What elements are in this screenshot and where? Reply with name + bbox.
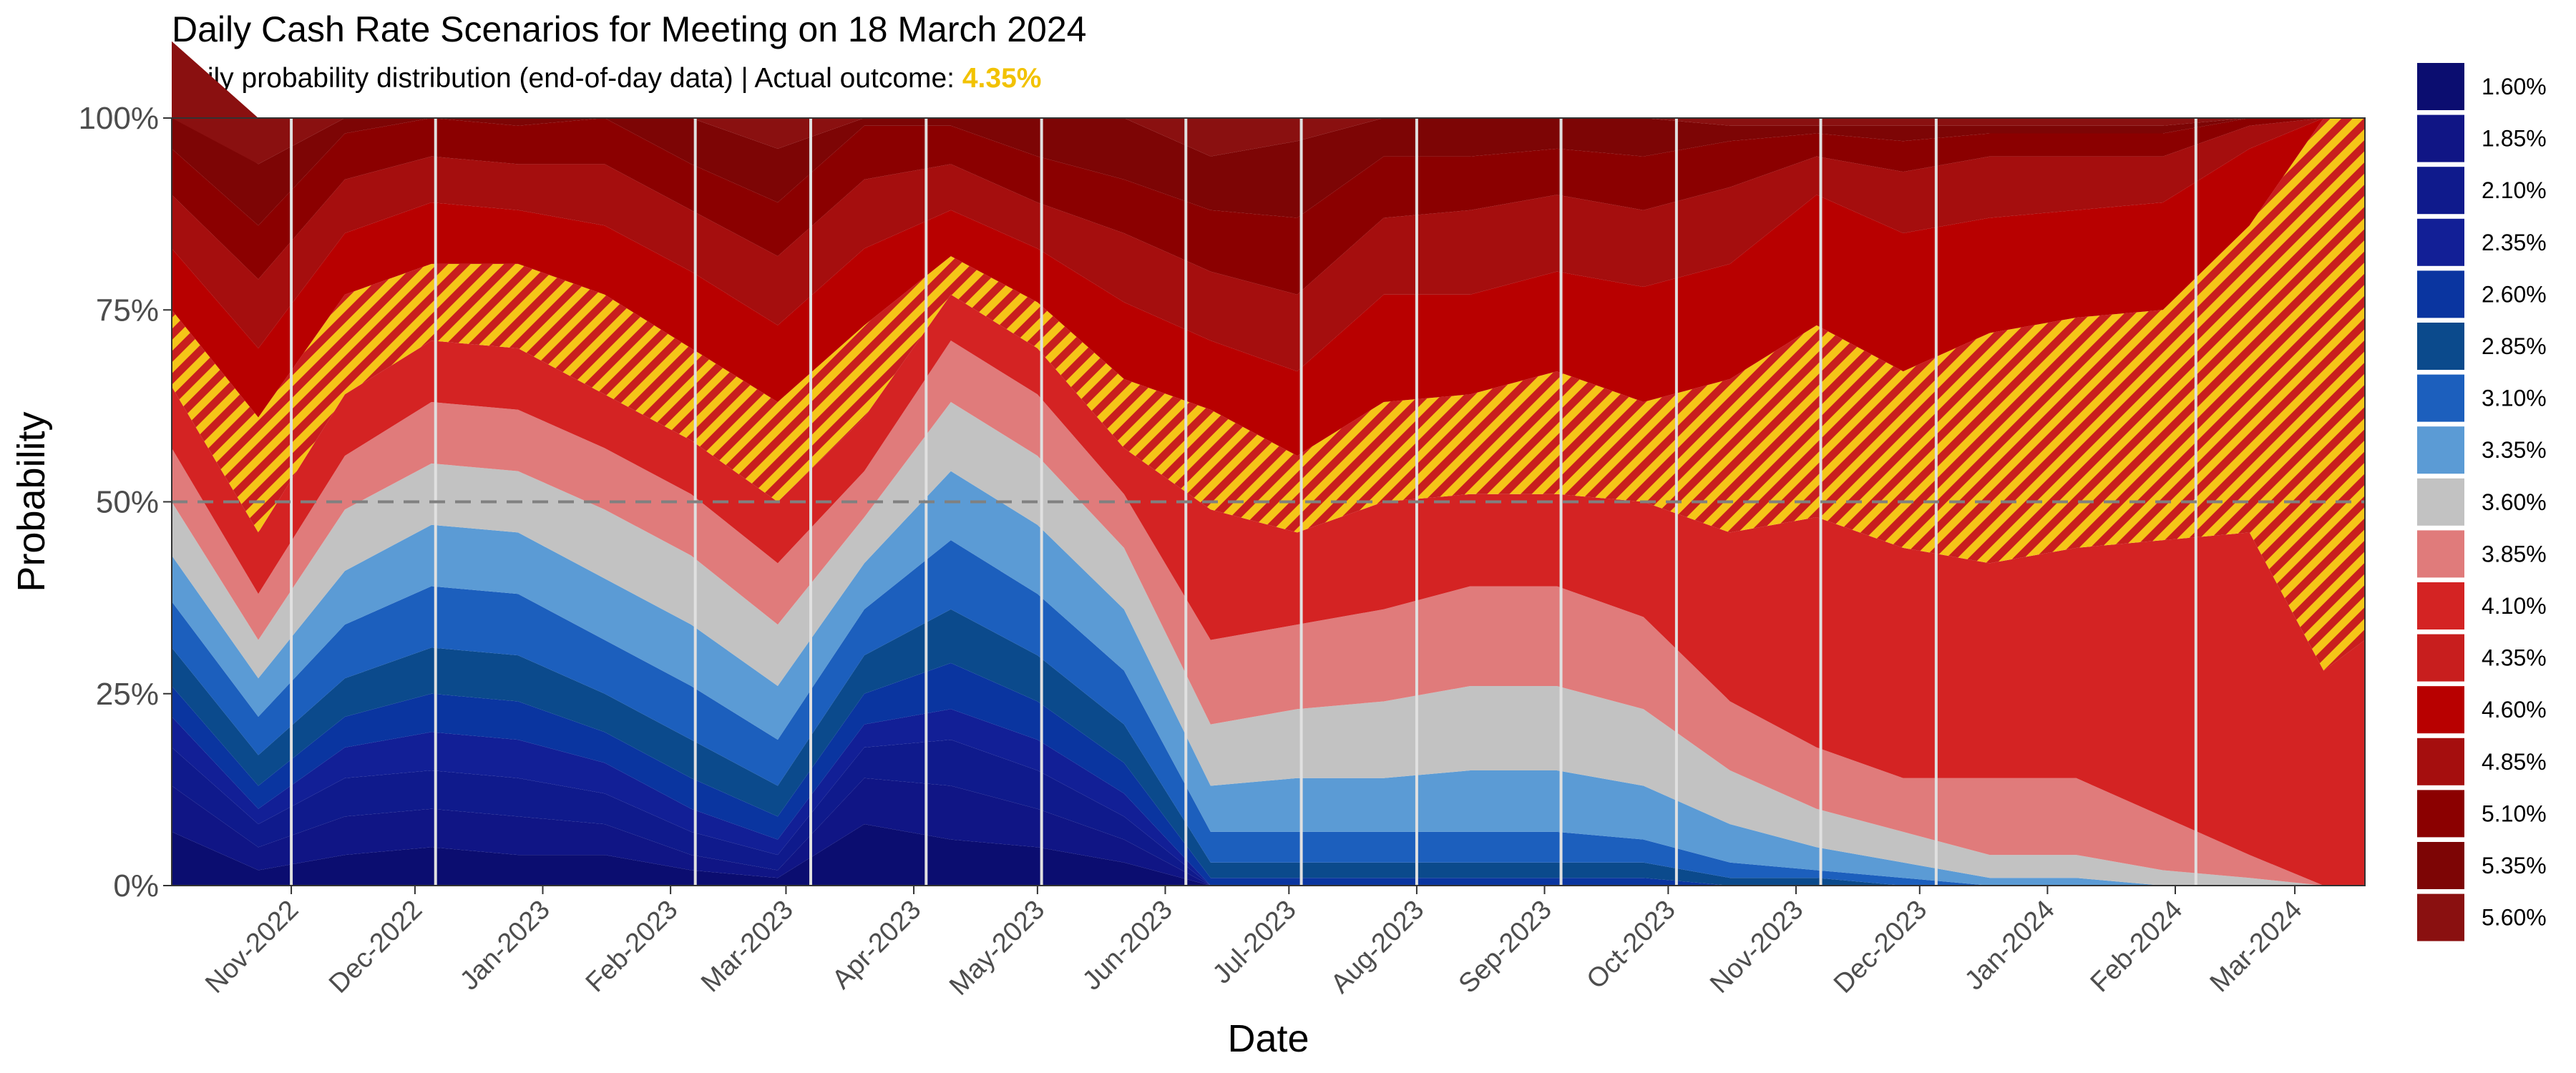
legend-swatch <box>2417 842 2464 889</box>
area-series-160 <box>172 824 2365 886</box>
x-tick-label: Dec-2023 <box>1828 895 1933 999</box>
y-axis: 0% 25% 50% 75% 100% <box>78 101 172 903</box>
actual-outcome-value: 4.35% <box>962 63 1042 94</box>
legend-label: 4.35% <box>2482 645 2547 671</box>
legend-label: 5.10% <box>2482 800 2547 826</box>
legend-swatch <box>2417 374 2464 422</box>
x-tick-label: Jul-2023 <box>1207 895 1302 990</box>
legend-label: 2.10% <box>2482 177 2547 203</box>
x-tick-label: Oct-2023 <box>1581 895 1681 995</box>
area-series-210 <box>172 740 2365 886</box>
legend-swatch <box>2417 686 2464 734</box>
x-axis: Nov-2022 Dec-2022 Jan-2023 Feb-2023 Mar-2023… <box>200 886 2308 1001</box>
subtitle-text: Daily probability distribution (end-of-d… <box>172 63 962 94</box>
legend-label: 2.35% <box>2482 230 2547 255</box>
legend-label: 3.60% <box>2482 489 2547 515</box>
area-series-410 <box>172 294 2365 886</box>
legend-swatch <box>2417 426 2464 474</box>
area-series-335 <box>172 471 2365 886</box>
area-series-560 <box>172 41 2365 165</box>
chart-subtitle: Daily probability distribution (end-of-d… <box>172 63 1041 94</box>
x-tick-label: Mar-2024 <box>2205 895 2308 999</box>
legend-label: 1.85% <box>2482 126 2547 152</box>
x-tick-label: Nov-2022 <box>200 895 304 999</box>
legend: 1.60% 1.85% 2.10% 2.35% 2.60% 2.85% 3.10% 3.35%… <box>2417 63 2547 941</box>
legend-swatch <box>2417 323 2464 370</box>
legend-swatch <box>2417 634 2464 682</box>
legend-label: 3.35% <box>2482 437 2547 463</box>
x-tick-label: Jan-2024 <box>1959 895 2061 996</box>
x-tick-label: Dec-2022 <box>323 895 428 999</box>
area-series-435 <box>172 118 2365 671</box>
area-series-460 <box>172 118 2365 456</box>
legend-label: 4.60% <box>2482 697 2547 722</box>
area-series-185 <box>172 778 2365 886</box>
legend-label: 2.85% <box>2482 333 2547 359</box>
legend-swatch <box>2417 478 2464 526</box>
x-tick-label: Feb-2023 <box>580 895 684 999</box>
x-tick-label: Aug-2023 <box>1325 895 1430 999</box>
legend-label: 3.10% <box>2482 386 2547 411</box>
legend-label: 4.10% <box>2482 593 2547 619</box>
legend-swatch <box>2417 270 2464 318</box>
x-tick-label: Mar-2023 <box>696 895 799 999</box>
x-tick-label: May-2023 <box>944 895 1050 1001</box>
legend-swatch <box>2417 218 2464 266</box>
legend-label: 4.85% <box>2482 749 2547 775</box>
chart-title: Daily Cash Rate Scenarios for Meeting on… <box>172 9 1087 49</box>
x-tick-label: Jan-2023 <box>454 895 556 996</box>
legend-label: 5.60% <box>2482 905 2547 931</box>
x-tick-label: Jun-2023 <box>1077 895 1179 996</box>
legend-swatch <box>2417 893 2464 941</box>
x-axis-title: Date <box>1227 1017 1309 1060</box>
legend-swatch <box>2417 790 2464 838</box>
stacked-areas <box>172 41 2365 886</box>
legend-swatch <box>2417 167 2464 215</box>
y-tick-label: 25% <box>96 677 159 712</box>
legend-swatch <box>2417 530 2464 578</box>
legend-swatch <box>2417 738 2464 785</box>
x-tick-label: Feb-2024 <box>2085 895 2189 999</box>
legend-label: 3.85% <box>2482 541 2547 567</box>
y-tick-label: 0% <box>113 868 159 903</box>
area-series-385 <box>172 340 2365 886</box>
y-axis-title: Probability <box>10 411 53 592</box>
legend-swatch <box>2417 63 2464 110</box>
legend-label: 1.60% <box>2482 74 2547 99</box>
legend-label: 2.60% <box>2482 281 2547 307</box>
area-series-485 <box>172 118 2365 372</box>
legend-swatch <box>2417 114 2464 162</box>
x-tick-label: Apr-2023 <box>826 895 927 995</box>
legend-label: 5.35% <box>2482 853 2547 878</box>
y-tick-label: 50% <box>96 485 159 520</box>
legend-swatch <box>2417 582 2464 629</box>
y-tick-label: 75% <box>96 293 159 328</box>
y-tick-label: 100% <box>78 101 159 136</box>
area-series-535 <box>172 110 2365 226</box>
area-series-510 <box>172 118 2365 295</box>
x-tick-label: Nov-2023 <box>1704 895 1809 999</box>
x-tick-label: Sep-2023 <box>1453 895 1558 999</box>
